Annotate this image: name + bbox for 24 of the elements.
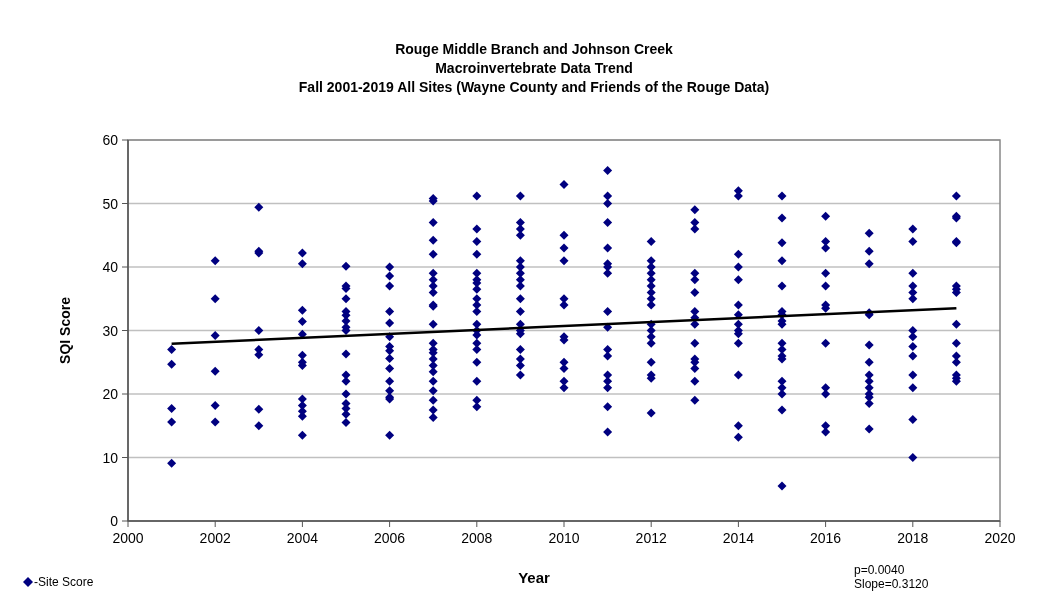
y-axis-title: SQI Score xyxy=(57,296,73,364)
chart-title: Rouge Middle Branch and Johnson Creek Macroinvertebrate Data Trend Fall 2001-2019 All Sites (Wayne County and Friends of the Rouge Data) xyxy=(298,41,770,95)
y-tick-label: 50 xyxy=(102,195,119,212)
x-axis-title: Year xyxy=(518,569,551,586)
x-tick-label: 2020 xyxy=(984,530,1016,546)
x-tick-label: 2006 xyxy=(374,530,406,546)
x-tick-label: 2008 xyxy=(461,530,493,546)
y-tick-label: 10 xyxy=(102,449,119,466)
x-tick-label: 2002 xyxy=(199,530,231,546)
x-tick-label: 2010 xyxy=(548,530,580,546)
text: p=0.0040 xyxy=(854,563,905,577)
y-tick-label: 0 xyxy=(110,513,119,529)
y-tick-label: 40 xyxy=(102,259,119,275)
legend-label: -Site Score xyxy=(34,575,94,589)
x-tick-label: 2016 xyxy=(810,530,842,546)
text: Slope=0.3120 xyxy=(854,577,929,591)
x-tick-label: 2012 xyxy=(635,530,667,546)
y-tick-label: 20 xyxy=(102,386,119,402)
x-tick-label: 2000 xyxy=(112,530,144,546)
y-tick-label: 60 xyxy=(102,132,119,148)
x-tick-label: 2018 xyxy=(897,530,929,546)
x-tick-label: 2004 xyxy=(286,530,319,546)
y-tick-label: 30 xyxy=(102,322,119,339)
x-tick-label: 2014 xyxy=(722,530,755,546)
